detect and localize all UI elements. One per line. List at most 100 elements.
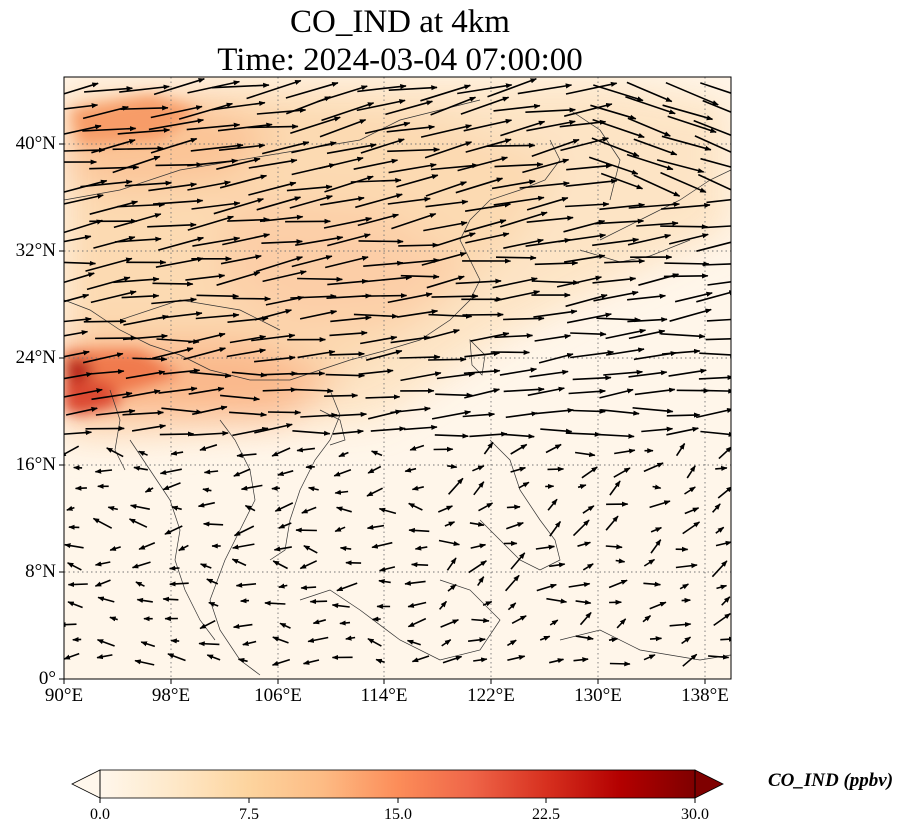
wind-arrow (272, 560, 288, 570)
wind-arrow (572, 375, 612, 381)
wind-arrow (378, 507, 397, 515)
wind-arrow (327, 278, 369, 286)
wind-arrow (702, 225, 731, 229)
lon-tick-label: 122°E (467, 685, 515, 706)
wind-arrow (371, 541, 393, 549)
wind-arrow (473, 657, 488, 663)
wind-arrow (696, 290, 731, 303)
wind-arrow (291, 141, 337, 154)
wind-arrow (170, 450, 184, 456)
wind-arrow (608, 637, 619, 643)
wind-arrow (84, 86, 133, 93)
wind-arrow (187, 180, 231, 191)
wind-arrow (632, 407, 674, 414)
wind-arrow (649, 636, 663, 642)
wind-arrow (361, 293, 408, 299)
wind-arrow (718, 446, 731, 460)
lon-tick-label: 90°E (44, 685, 84, 706)
wind-arrow (162, 482, 181, 491)
wind-arrow (199, 619, 216, 630)
wind-arrow (613, 467, 631, 478)
wind-arrow (162, 596, 179, 602)
wind-arrow (240, 598, 250, 604)
wind-arrow (91, 391, 133, 401)
wind-arrow (407, 601, 427, 608)
wind-arrow (568, 582, 591, 588)
wind-arrow (549, 658, 565, 664)
wind-arrow (114, 236, 162, 243)
wind-arrow (309, 598, 328, 605)
wind-arrow (236, 452, 257, 458)
wind-arrow (96, 638, 115, 647)
wind-arrow (170, 638, 180, 644)
wind-arrow (248, 181, 297, 196)
wind-arrow (240, 484, 263, 491)
wind-arrow (367, 637, 382, 647)
wind-arrow (296, 447, 315, 453)
wind-arrow (64, 430, 93, 436)
wind-arrow (634, 387, 676, 396)
wind-arrow (715, 540, 731, 547)
wind-arrow (660, 333, 706, 339)
wind-arrow (178, 544, 189, 552)
wind-arrow (549, 562, 566, 568)
wind-arrow (471, 617, 490, 623)
wind-arrow (539, 635, 551, 641)
wind-arrow (148, 182, 198, 192)
wind-arrow (549, 520, 562, 537)
wind-arrow (279, 622, 291, 629)
wind-arrow (109, 546, 121, 551)
wind-arrow (333, 469, 352, 477)
wind-arrow (391, 213, 437, 230)
wind-arrow (292, 430, 331, 436)
wind-arrow (291, 255, 333, 268)
wind-arrow (575, 635, 594, 641)
wind-arrow (161, 407, 203, 415)
wind-arrow (656, 159, 705, 174)
wind-arrow (437, 505, 453, 513)
wind-arrow (628, 370, 668, 378)
lat-tick-label: 40°N (15, 133, 56, 154)
wind-arrow (247, 123, 299, 130)
wind-arrow (594, 218, 645, 225)
wind-arrow (272, 636, 289, 644)
wind-arrow (643, 654, 656, 661)
wind-arrow (329, 351, 365, 357)
wind-arrow (150, 137, 198, 154)
wind-arrow (202, 521, 224, 527)
wind-arrow (254, 423, 293, 434)
wind-arrow (151, 297, 197, 305)
wind-arrow (507, 655, 526, 661)
wind-arrow (169, 581, 189, 587)
wind-arrow (662, 104, 714, 121)
wind-arrow (195, 312, 240, 320)
wind-arrow (616, 618, 627, 629)
wind-arrow (256, 107, 307, 115)
wind-arrow (464, 202, 512, 212)
wind-arrow (133, 465, 148, 471)
wind-arrow (128, 518, 148, 528)
wind-arrow (67, 581, 88, 588)
wind-arrow (131, 423, 167, 432)
lon-tick-label: 106°E (254, 685, 302, 706)
wind-arrow (504, 574, 520, 592)
wind-arrow (615, 558, 626, 564)
wind-arrow (668, 368, 707, 377)
wind-arrow (136, 597, 153, 603)
wind-arrow (712, 503, 721, 513)
wind-arrow (447, 583, 457, 592)
wind-arrow (200, 563, 212, 569)
wind-arrow (286, 96, 332, 115)
wind-arrow (570, 331, 607, 337)
wind-arrow (336, 582, 358, 592)
wind-arrow (660, 171, 707, 194)
wind-arrow (636, 220, 679, 227)
wind-arrow (696, 241, 731, 252)
wind-arrow (715, 526, 725, 534)
wind-arrow (572, 519, 590, 537)
wind-arrow (506, 504, 521, 510)
wind-arrow (403, 424, 438, 431)
wind-arrow (627, 293, 667, 301)
wind-arrow (218, 143, 266, 151)
wind-arrow (572, 408, 606, 414)
